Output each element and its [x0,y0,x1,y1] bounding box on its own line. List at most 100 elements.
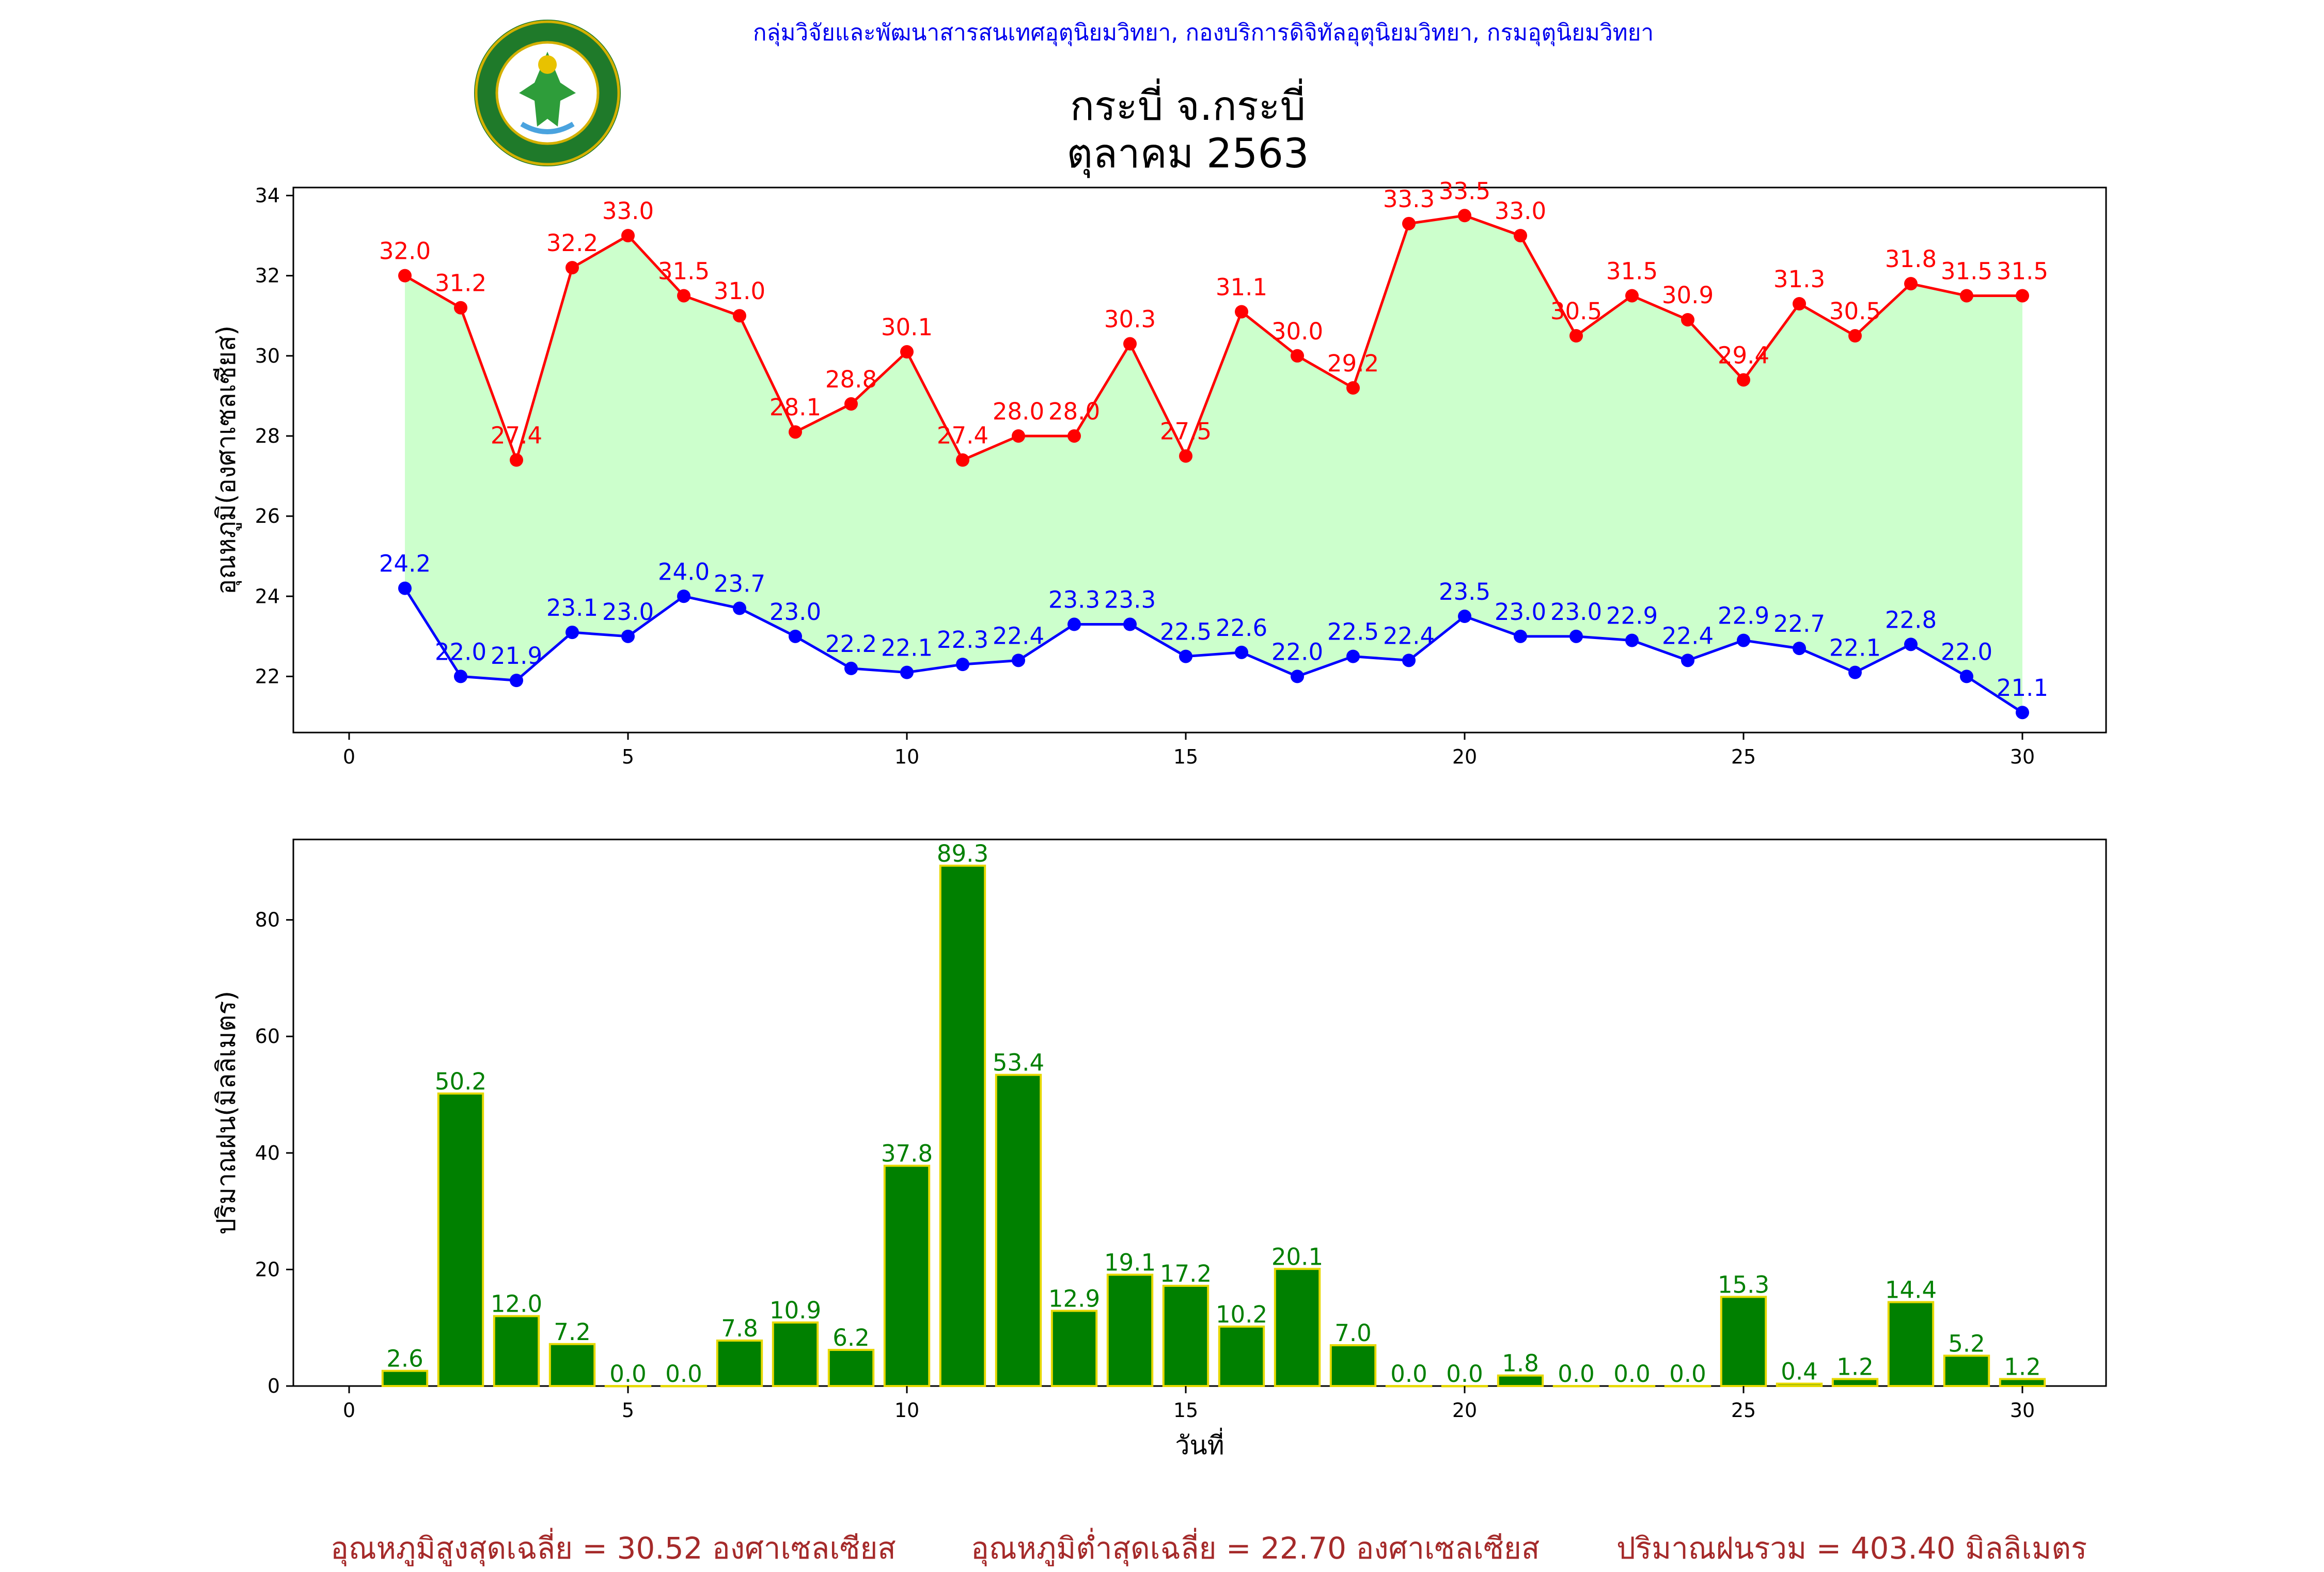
min-temperature-point [1904,637,1918,651]
min-temperature-value-label: 22.0 [1271,638,1323,665]
rainfall-value-label: 5.2 [1948,1330,1985,1357]
max-temperature-point [1291,349,1304,363]
rainfall-bar [1218,1325,1265,1387]
min-temperature-point [1067,617,1081,631]
rainfall-value-label: 15.3 [1718,1271,1769,1298]
max-temperature-point [1514,229,1527,243]
rainfall-value-label: 50.2 [435,1068,486,1095]
max-temperature-value-label: 32.2 [546,229,598,257]
rainfall-bar [995,1073,1042,1387]
min-temperature-point [1514,629,1527,643]
temperature-y-tick-label: 24 [255,585,280,608]
rainfall-bar [1162,1284,1210,1388]
max-temperature-point [454,301,467,315]
footer-total-rainfall: ปริมาณฝนรวม = 403.40 มิลลิเมตร [1616,1531,2087,1566]
rainfall-x-tick-label: 5 [622,1399,634,1422]
rainfall-x-tick-label: 30 [2010,1399,2035,1422]
min-temperature-point [956,658,969,672]
temperature-y-tick-label: 26 [255,505,280,527]
max-temperature-point [789,425,802,439]
rainfall-value-label: 10.2 [1216,1301,1267,1328]
max-temperature-point [733,309,746,323]
max-temperature-point [1793,297,1806,310]
max-temperature-value-label: 29.2 [1327,350,1379,377]
rainfall-bar [827,1349,875,1387]
rainfall-y-tick-label: 0 [268,1375,280,1397]
min-temperature-point [677,589,690,603]
min-temperature-value-label: 23.0 [770,598,821,626]
max-temperature-point [621,229,635,243]
min-temperature-value-label: 22.4 [1383,622,1435,649]
rainfall-bar [883,1164,931,1388]
max-temperature-point [1346,381,1360,395]
temperature-y-tick-label: 28 [255,425,280,447]
rainfall-bar [1274,1268,1321,1387]
rainfall-y-tick-label: 40 [255,1142,280,1164]
min-temperature-point [1291,670,1304,683]
max-temperature-point [956,453,969,467]
min-temperature-point [900,665,914,679]
temperature-y-tick-label: 22 [255,665,280,688]
rainfall-bar [437,1092,484,1388]
min-temperature-point [1737,633,1750,647]
rainfall-value-label: 37.8 [881,1140,933,1168]
rainfall-bar [1329,1344,1377,1387]
max-temperature-point [1904,277,1918,291]
max-temperature-value-label: 31.3 [1773,266,1825,293]
min-temperature-point [1793,642,1806,656]
max-temperature-point [1960,289,1973,303]
max-temperature-value-label: 32.0 [379,238,431,265]
min-temperature-point [1179,649,1192,663]
rainfall-bar [1887,1301,1935,1388]
min-temperature-point [1458,610,1471,624]
rainfall-bar [772,1321,819,1387]
max-temperature-value-label: 30.5 [1829,298,1881,325]
max-temperature-value-label: 30.3 [1104,306,1156,333]
min-temperature-value-label: 22.1 [881,634,933,662]
min-temperature-value-label: 22.9 [1606,602,1658,630]
rainfall-x-axis-label: วันที่ [1175,1428,1224,1460]
rainfall-bar [548,1343,596,1387]
max-temperature-point [1681,313,1694,326]
rainfall-value-label: 2.6 [386,1345,423,1373]
max-temperature-value-label: 31.2 [435,270,486,297]
min-temperature-value-label: 22.4 [1662,622,1714,649]
min-temperature-value-label: 22.8 [1885,606,1937,633]
rainfall-value-label: 0.0 [609,1360,647,1388]
min-temperature-value-label: 23.1 [546,594,598,621]
min-temperature-value-label: 24.2 [379,550,431,578]
min-temperature-point [454,670,467,683]
temperature-x-tick-label: 0 [343,745,355,768]
max-temperature-point [398,269,412,283]
min-temperature-point [733,601,746,615]
min-temperature-line [403,587,2023,714]
max-temperature-value-label: 28.8 [825,366,877,393]
rainfall-value-label: 7.0 [1334,1319,1372,1347]
temperature-y-tick-label: 34 [255,184,280,207]
rainfall-value-label: 6.2 [833,1324,870,1351]
rainfall-value-label: 0.0 [1446,1360,1483,1388]
rainfall-bar [1385,1385,1433,1388]
min-temperature-value-label: 21.9 [491,642,542,670]
rainfall-value-label: 20.1 [1271,1243,1323,1270]
rainfall-value-label: 14.4 [1885,1277,1937,1304]
rainfall-x-tick-label: 0 [343,1399,355,1422]
rainfall-bar [716,1340,763,1387]
max-temperature-point [1402,216,1416,230]
rainfall-value-label: 19.1 [1104,1249,1156,1277]
rainfall-bar [1943,1355,1990,1388]
min-temperature-point [510,674,523,688]
min-temperature-point [566,626,579,640]
rainfall-y-axis-label: ปริมาณฝน(มิลลิเมตร) [211,991,241,1235]
max-temperature-point [1012,429,1025,443]
min-temperature-value-label: 23.0 [602,598,654,626]
min-temperature-point [1569,629,1583,643]
max-temperature-value-label: 27.5 [1160,418,1212,445]
max-temperature-point [1625,289,1639,303]
min-temperature-point [1012,653,1025,667]
rainfall-value-label: 53.4 [993,1049,1044,1077]
max-temperature-value-label: 31.0 [714,277,765,305]
rainfall-value-label: 7.8 [721,1315,758,1342]
rainfall-bar [1720,1296,1767,1388]
